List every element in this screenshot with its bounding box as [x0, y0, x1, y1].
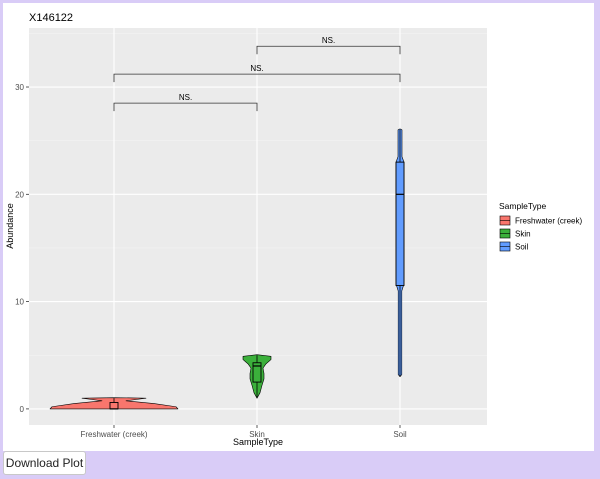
box	[395, 161, 405, 286]
bracket	[113, 73, 401, 83]
legend: SampleType Freshwater (creek) Skin Soil	[499, 201, 582, 252]
y-tick-label: 10	[15, 298, 24, 307]
significance-brackets: NS. NS. NS.	[113, 36, 401, 112]
bracket	[113, 102, 258, 112]
box	[109, 402, 119, 410]
legend-title: SampleType	[499, 201, 547, 211]
violin-chart: X146122 NS. NS. NS. 0 10 20 30 Freshwater (cre…	[5, 12, 582, 447]
chart-title: X146122	[29, 12, 73, 24]
x-tick-label: Soil	[393, 430, 407, 439]
download-plot-button[interactable]: Download Plot	[3, 451, 86, 475]
y-tick-label: 20	[15, 190, 24, 199]
box	[252, 362, 262, 383]
bracket-label: NS.	[179, 93, 192, 102]
y-tick-label: 0	[20, 405, 25, 414]
x-axis-label: SampleType	[233, 437, 283, 447]
plot-panel: X146122 NS. NS. NS. 0 10 20 30 Freshwater (cre…	[3, 3, 594, 451]
bracket-label: NS.	[322, 36, 335, 45]
axes: 0 10 20 30 Freshwater (creek) Skin Soil	[15, 83, 407, 439]
x-tick-label: Skin	[249, 430, 265, 439]
x-tick-label: Freshwater (creek)	[80, 430, 147, 439]
legend-label: Skin	[515, 230, 531, 239]
legend-label: Soil	[515, 243, 529, 252]
bracket	[256, 45, 401, 55]
y-tick-label: 30	[15, 83, 24, 92]
bracket-label: NS.	[250, 64, 263, 73]
violins	[49, 128, 405, 410]
y-axis-label: Abundance	[5, 203, 15, 249]
legend-label: Freshwater (creek)	[515, 217, 582, 226]
legend-entries: Freshwater (creek) Skin Soil	[499, 215, 582, 252]
